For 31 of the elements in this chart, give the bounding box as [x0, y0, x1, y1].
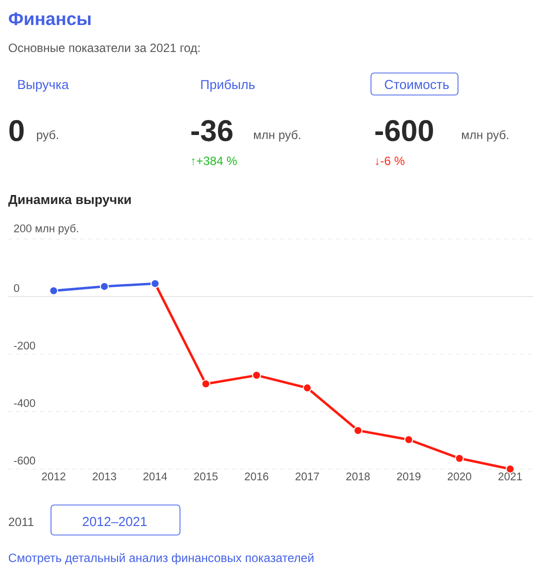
x-tick-label: 2016 — [244, 472, 268, 480]
text: 2012–2021 — [82, 516, 147, 526]
text: Финансы — [8, 12, 91, 26]
x-tick-label: 2019 — [397, 472, 420, 480]
x-tick-label: 2013 — [92, 472, 116, 480]
x-tick-label: 2020 — [448, 472, 472, 480]
x-tick-label: 2021 — [498, 472, 522, 480]
y-tick-label: 200 млн руб. — [14, 224, 78, 234]
text: 2011 — [8, 518, 34, 526]
text: -36 — [191, 120, 232, 142]
text: Прибыль — [201, 79, 255, 92]
x-tick-label: 2012 — [42, 472, 66, 480]
y-tick-label: -600 — [14, 456, 36, 464]
text: ↑+384 % — [192, 156, 237, 166]
text: Стоимость — [384, 80, 449, 90]
x-tick-label: 2017 — [296, 472, 319, 480]
text: -600 — [375, 120, 433, 142]
text: млн руб. — [254, 130, 300, 142]
text: Выручка — [18, 80, 69, 92]
x-tick-label: 2015 — [194, 472, 218, 480]
text: Основные показатели за 2021 год: — [8, 44, 200, 54]
y-tick-label: 0 — [14, 284, 20, 292]
x-tick-label: 2018 — [346, 472, 370, 480]
y-tick-label: -400 — [14, 399, 36, 407]
text: Смотреть детальный анализ финансовых показателей — [8, 553, 314, 564]
chart-title: Динамика выручки — [8, 195, 131, 207]
text: ↓-6 % — [376, 156, 404, 166]
text: руб. — [36, 130, 58, 142]
y-tick-label: -200 — [14, 342, 36, 350]
x-tick-label: 2014 — [143, 472, 167, 480]
text: млн руб. — [462, 130, 508, 142]
